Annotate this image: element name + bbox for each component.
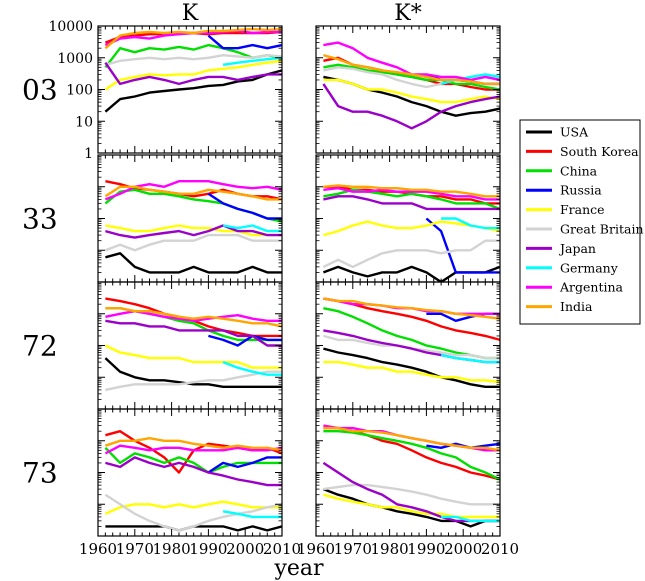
series-line [322,239,500,269]
legend-label: Russia [560,183,602,198]
series-line [104,233,282,252]
legend-label: Argentina [559,280,624,295]
legend-label: South Korea [560,144,639,159]
series-line [323,426,500,481]
series-line [323,78,500,104]
series-line [207,192,282,220]
series-line [104,185,282,201]
x-tick-label: 1980 [153,540,191,558]
series-line [323,184,500,198]
panel-03-K [97,25,283,154]
series-line [104,62,282,86]
x-tick-label: 1990 [407,540,445,558]
series-line [104,444,282,455]
panel-73-K [97,408,283,537]
x-tick-label: 2000 [444,540,482,558]
row-label: 73 [22,457,58,490]
series-line [222,510,282,519]
column-title: K* [394,1,421,26]
series-line [222,224,282,233]
x-tick-label: 2010 [481,540,519,558]
column-title: K [182,1,199,26]
x-tick-label: 1970 [334,540,372,558]
series-line [207,34,282,50]
series-line [323,430,500,481]
series-line [104,59,282,91]
x-axis-label: year [273,556,324,581]
series-line [104,344,282,369]
series-line [104,493,282,532]
series-line [323,187,500,201]
series-line [105,456,282,487]
panel-03-Kstar [315,25,501,154]
series-line [207,456,282,474]
x-tick-label: 1980 [371,540,409,558]
series-line [105,224,282,239]
series-line [104,357,282,388]
panel-33-K [97,154,283,283]
legend-label: Great Britain [560,222,644,237]
legend-label: USA [560,125,589,140]
series-line [323,329,500,364]
series-line [322,487,500,528]
series-line [323,347,500,388]
x-tick-label: 1960 [79,540,117,558]
panel-73-Kstar [315,408,501,537]
series-line [105,252,282,274]
legend: USA South Korea China Russia France Great Bri… [519,119,644,325]
panel-frame [97,154,283,283]
x-tick-label: 1990 [189,540,227,558]
series-line [222,56,282,66]
legend-label: India [560,299,593,314]
series-line [323,493,500,519]
series-line [208,334,282,347]
series-line [105,54,282,66]
legend-label: China [560,163,598,178]
row-label: 03 [22,74,58,107]
x-tick-label: 2010 [263,540,301,558]
series-line [104,500,282,515]
series-line [425,217,500,274]
y-tick-label: 100 [66,83,93,99]
series-line [105,319,282,347]
series-line [105,370,282,392]
y-tick-label: 1 [84,146,93,162]
series-line [105,224,282,237]
y-tick-label: 10 [75,114,93,130]
series-line [323,63,500,91]
legend-box [519,119,641,325]
series-line [322,83,500,130]
series-line [441,515,500,523]
series-line [441,217,500,230]
series-line [105,437,282,452]
y-tick-label: 1000 [57,51,93,67]
series-line [440,73,500,86]
series-line [323,54,500,86]
series-line [104,69,282,113]
x-tick-label: 2000 [226,540,264,558]
row-label: 33 [22,203,58,236]
panel-72-Kstar [315,281,501,410]
series-line [323,360,500,384]
legend-label: France [560,202,605,217]
series-line [323,220,500,237]
series-line [323,483,500,506]
series-line [323,297,500,320]
series-line [222,360,282,376]
x-tick-label: 1960 [297,540,335,558]
legend-label: Japan [558,241,596,256]
series-line [440,353,500,364]
y-tick-label: 10000 [48,19,93,35]
legend-label: Germany [560,260,619,275]
series-line [323,426,500,452]
row-label: 72 [22,330,58,363]
series-line [105,307,282,328]
series-line [323,195,500,211]
panel-33-Kstar [315,154,501,283]
series-line [323,188,500,211]
panel-72-K [97,281,283,410]
x-tick-label: 1970 [116,540,154,558]
